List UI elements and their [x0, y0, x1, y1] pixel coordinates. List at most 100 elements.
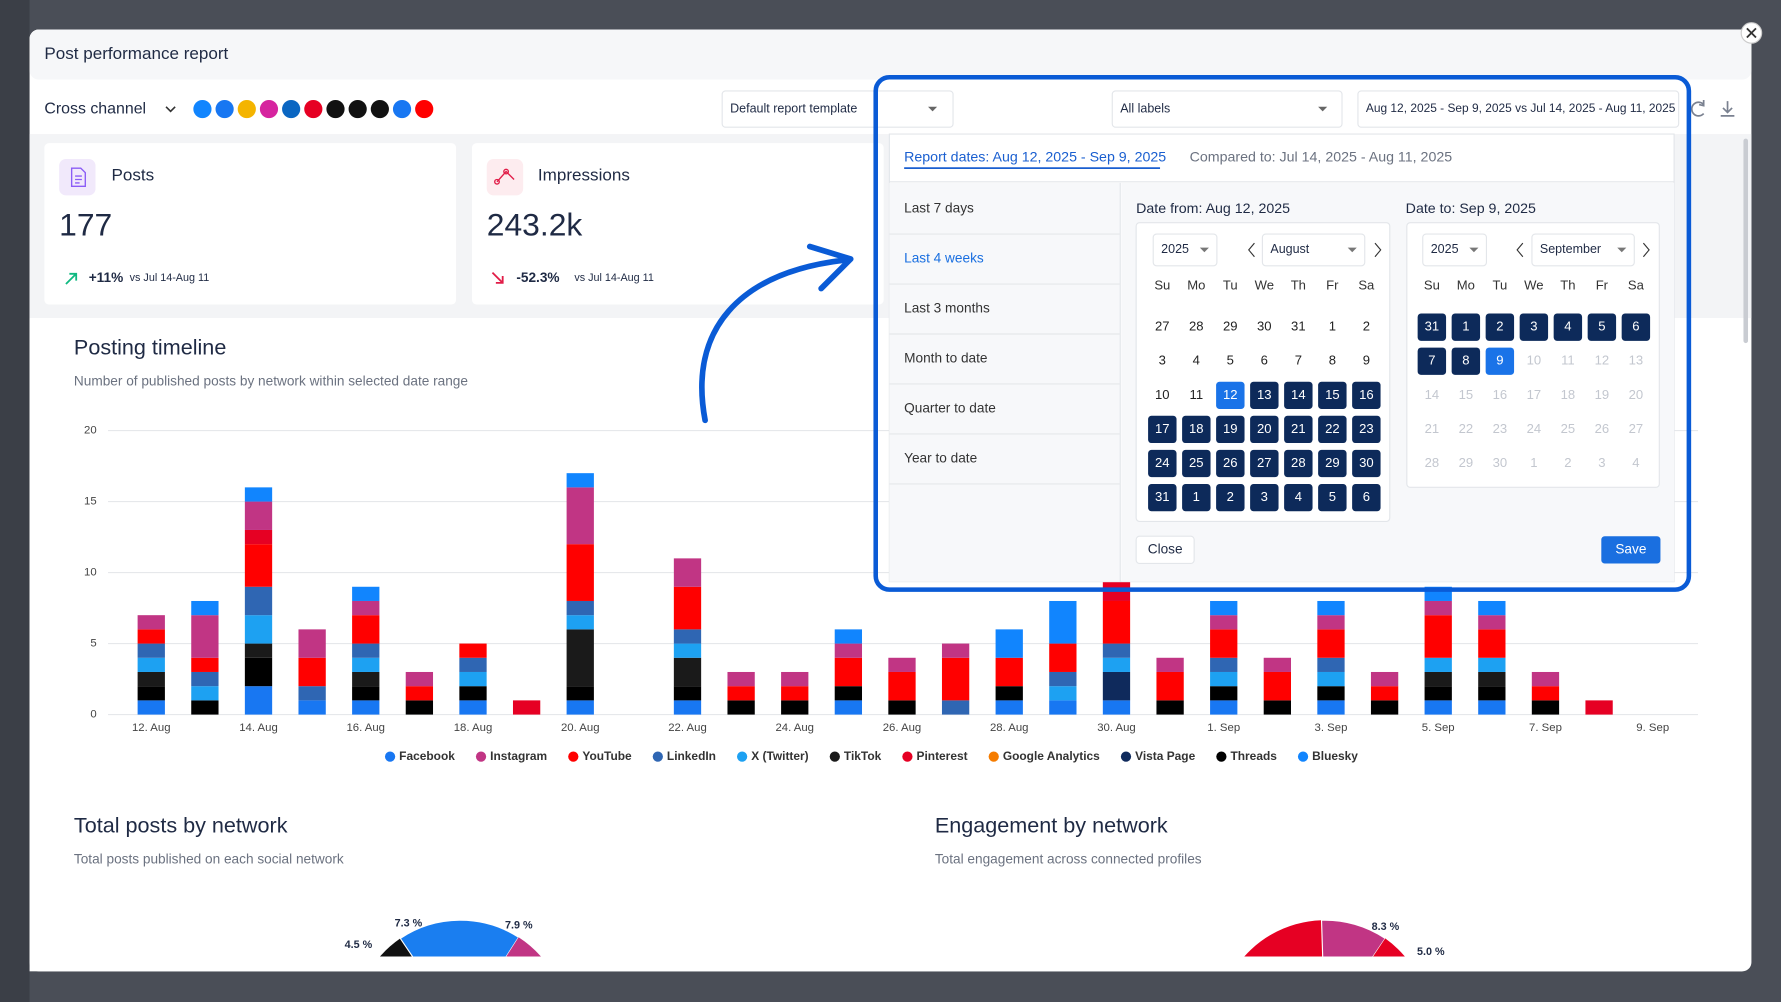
calendar-day[interactable]: 5	[1598, 319, 1605, 334]
prev-month[interactable]	[1516, 242, 1524, 258]
calendar-day[interactable]: 23	[1359, 421, 1374, 436]
calendar-day[interactable]: 13	[1629, 353, 1644, 368]
calendar-day[interactable]: 13	[1257, 387, 1272, 402]
calendar-day[interactable]: 31	[1291, 319, 1306, 334]
channel-select[interactable]: Cross channel	[44, 100, 146, 117]
calendar-day[interactable]: 16	[1493, 387, 1508, 402]
preset-option[interactable]: Last 7 days	[904, 201, 974, 216]
calendar-day[interactable]: 2	[1564, 455, 1571, 470]
calendar-day[interactable]: 6	[1632, 319, 1639, 334]
calendar-day[interactable]: 8	[1462, 353, 1469, 368]
calendar-day[interactable]: 17	[1155, 421, 1170, 436]
calendar-day[interactable]: 3	[1598, 455, 1605, 470]
calendar-day[interactable]: 1	[1462, 319, 1469, 334]
calendar-day[interactable]: 7	[1428, 353, 1435, 368]
calendar-day[interactable]: 29	[1459, 455, 1474, 470]
calendar-day[interactable]: 31	[1155, 489, 1170, 504]
close-button[interactable]	[1740, 22, 1763, 44]
calendar-day[interactable]: 12	[1223, 387, 1238, 402]
preset-option[interactable]: Year to date	[904, 451, 977, 466]
prev-month[interactable]	[1248, 242, 1255, 258]
calendar-day[interactable]: 12	[1595, 353, 1610, 368]
calendar-day[interactable]: 27	[1257, 455, 1272, 470]
next-month[interactable]	[1374, 242, 1382, 258]
labels-dropdown[interactable]: All labels	[1111, 90, 1343, 128]
calendar-day[interactable]: 8	[1329, 353, 1336, 368]
calendar-day[interactable]: 30	[1257, 319, 1272, 334]
refresh-icon[interactable]	[1690, 99, 1705, 117]
calendar-day[interactable]: 28	[1291, 455, 1306, 470]
calendar-day[interactable]: 4	[1632, 455, 1639, 470]
calendar-day[interactable]: 23	[1493, 421, 1508, 436]
template-dropdown[interactable]: Default report template	[721, 90, 954, 128]
calendar-day[interactable]: 7	[1295, 353, 1302, 368]
calendar-day[interactable]: 15	[1325, 387, 1340, 402]
calendar-day[interactable]: 19	[1595, 387, 1610, 402]
calendar-day[interactable]: 1	[1329, 319, 1336, 334]
calendar-day[interactable]: 20	[1257, 421, 1272, 436]
calendar-day[interactable]: 30	[1359, 455, 1374, 470]
calendar-day[interactable]: 27	[1629, 421, 1644, 436]
calendar-day[interactable]: 1	[1193, 489, 1200, 504]
month-select[interactable]: September	[1531, 233, 1635, 267]
calendar-day[interactable]: 3	[1530, 319, 1537, 334]
calendar-day[interactable]: 18	[1561, 387, 1576, 402]
next-month[interactable]	[1642, 242, 1650, 258]
calendar-day[interactable]: 27	[1155, 319, 1170, 334]
calendar-day[interactable]: 10	[1155, 387, 1170, 402]
calendar-day[interactable]: 14	[1291, 387, 1306, 402]
year-select[interactable]: 2025	[1422, 233, 1488, 267]
date-range-button[interactable]: Aug 12, 2025 - Sep 9, 2025 vs Jul 14, 20…	[1357, 90, 1680, 128]
calendar-day[interactable]: 3	[1159, 353, 1166, 368]
calendar-day[interactable]: 26	[1223, 455, 1238, 470]
calendar-day[interactable]: 4	[1295, 489, 1302, 504]
calendar-day[interactable]: 30	[1493, 455, 1508, 470]
preset-option[interactable]: Quarter to date	[904, 401, 996, 416]
preset-option[interactable]: Last 4 weeks	[904, 251, 984, 266]
save-button[interactable]: Save	[1601, 536, 1661, 564]
calendar-day[interactable]: 5	[1329, 489, 1336, 504]
calendar-day[interactable]: 2	[1227, 489, 1234, 504]
preset-option[interactable]: Last 3 months	[904, 301, 990, 316]
calendar-day[interactable]: 19	[1223, 421, 1238, 436]
calendar-day[interactable]: 2	[1363, 319, 1370, 334]
close-button[interactable]: Close	[1135, 535, 1195, 565]
calendar-day[interactable]: 10	[1527, 353, 1542, 368]
calendar-day[interactable]: 21	[1425, 421, 1440, 436]
month-select[interactable]: August	[1261, 233, 1366, 267]
calendar-day[interactable]: 28	[1425, 455, 1440, 470]
calendar-day[interactable]: 9	[1496, 353, 1503, 368]
calendar-day[interactable]: 6	[1363, 489, 1370, 504]
calendar-day[interactable]: 18	[1189, 421, 1204, 436]
calendar-day[interactable]: 24	[1155, 455, 1170, 470]
calendar-day[interactable]: 3	[1261, 489, 1268, 504]
calendar-day[interactable]: 28	[1189, 319, 1204, 334]
calendar-day[interactable]: 29	[1325, 455, 1340, 470]
calendar-day[interactable]: 6	[1261, 353, 1268, 368]
calendar-day[interactable]: 20	[1629, 387, 1644, 402]
calendar-day[interactable]: 11	[1561, 353, 1575, 368]
year-select[interactable]: 2025	[1152, 233, 1218, 267]
calendar-day[interactable]: 22	[1325, 421, 1340, 436]
calendar-day[interactable]: 1	[1530, 455, 1537, 470]
calendar-day[interactable]: 2	[1496, 319, 1503, 334]
calendar-day[interactable]: 24	[1527, 421, 1542, 436]
calendar-day[interactable]: 26	[1595, 421, 1610, 436]
calendar-day[interactable]: 14	[1425, 387, 1440, 402]
calendar-day[interactable]: 11	[1190, 387, 1204, 402]
calendar-day[interactable]: 16	[1359, 387, 1374, 402]
calendar-day[interactable]: 25	[1561, 421, 1576, 436]
calendar-day[interactable]: 4	[1193, 353, 1200, 368]
calendar-day[interactable]: 15	[1459, 387, 1474, 402]
calendar-day[interactable]: 5	[1227, 353, 1234, 368]
calendar-day[interactable]: 9	[1363, 353, 1370, 368]
calendar-day[interactable]: 25	[1189, 455, 1204, 470]
compared-tab[interactable]: Compared to: Jul 14, 2025 - Aug 11, 2025	[1190, 150, 1453, 166]
calendar-day[interactable]: 4	[1564, 319, 1571, 334]
calendar-day[interactable]: 31	[1425, 319, 1440, 334]
preset-option[interactable]: Month to date	[904, 351, 987, 366]
calendar-day[interactable]: 21	[1291, 421, 1306, 436]
calendar-day[interactable]: 22	[1459, 421, 1474, 436]
calendar-day[interactable]: 29	[1223, 319, 1238, 334]
calendar-day[interactable]: 17	[1527, 387, 1542, 402]
